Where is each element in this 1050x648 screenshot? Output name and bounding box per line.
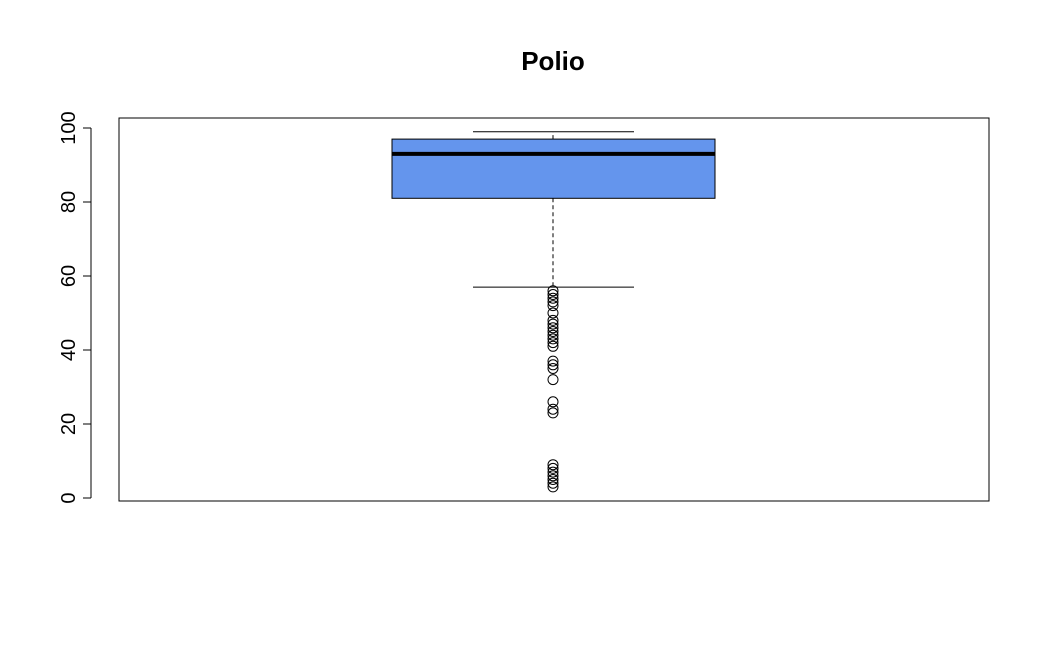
y-tick-label: 40	[58, 339, 80, 361]
outlier-point	[547, 459, 559, 471]
outlier-point	[547, 322, 559, 334]
outlier-point	[547, 407, 559, 419]
outlier-point	[547, 481, 559, 493]
outlier-point	[547, 300, 559, 312]
outlier-point	[547, 462, 559, 474]
outlier-point	[547, 470, 559, 482]
y-tick-label: 0	[58, 492, 80, 503]
outlier-point	[547, 474, 559, 485]
outlier-point	[547, 359, 559, 371]
outlier-point	[547, 289, 559, 300]
box-plot	[391, 131, 716, 288]
y-tick-label: 60	[58, 265, 80, 287]
outlier-point	[547, 329, 559, 341]
y-tick-label: 80	[58, 191, 80, 213]
y-tick-label: 20	[58, 413, 80, 435]
outlier-point	[547, 396, 559, 408]
outlier-point	[547, 333, 559, 345]
interquartile-box	[391, 138, 716, 199]
outlier-point	[547, 466, 559, 478]
plot-frame	[118, 117, 990, 502]
y-tick-label: 100	[58, 111, 80, 144]
outlier-point	[547, 337, 559, 349]
outlier-point	[547, 326, 559, 337]
outlier-point	[547, 340, 559, 352]
chart-title: Polio	[521, 46, 585, 76]
y-axis: 0 20 40 60 80 100	[58, 111, 92, 504]
outlier-point	[547, 314, 559, 326]
outlier-points	[547, 285, 559, 493]
outlier-point	[547, 292, 559, 304]
outlier-point	[547, 363, 559, 374]
outlier-point	[547, 355, 559, 367]
outlier-point	[547, 285, 559, 297]
outlier-point	[547, 374, 559, 386]
outlier-point	[547, 307, 559, 319]
outlier-point	[547, 403, 559, 415]
outlier-point	[547, 477, 559, 489]
outlier-point	[547, 318, 559, 330]
outlier-point	[547, 296, 559, 308]
